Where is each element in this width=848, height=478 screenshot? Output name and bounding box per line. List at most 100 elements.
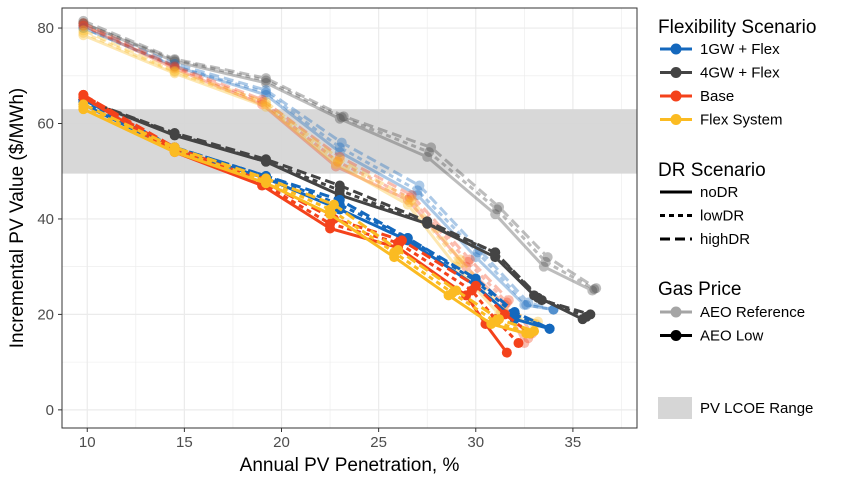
plot-border bbox=[61, 7, 638, 429]
data-point bbox=[424, 147, 435, 158]
y-tick-label: 40 bbox=[37, 211, 54, 228]
data-point bbox=[529, 326, 540, 337]
legend-key-point bbox=[670, 90, 682, 102]
data-point bbox=[169, 63, 180, 74]
data-point bbox=[169, 54, 180, 65]
data-point bbox=[328, 199, 339, 210]
data-point bbox=[334, 113, 345, 124]
legend-label: Base bbox=[700, 88, 734, 105]
legend-key bbox=[660, 330, 692, 341]
data-point bbox=[404, 192, 415, 203]
data-point bbox=[332, 156, 343, 167]
data-point bbox=[78, 23, 89, 34]
series-line bbox=[82, 24, 554, 312]
data-point bbox=[78, 89, 89, 100]
series-line bbox=[82, 98, 551, 331]
y-tick-label: 0 bbox=[46, 402, 54, 419]
data-point bbox=[78, 30, 89, 41]
data-point bbox=[169, 128, 180, 139]
data-point bbox=[260, 154, 271, 165]
series-line bbox=[82, 21, 534, 335]
series-4gw-flex-highdr-aeo-reference bbox=[78, 15, 602, 294]
data-point bbox=[542, 252, 553, 263]
data-point bbox=[426, 142, 437, 153]
legend-label: AEO Low bbox=[700, 328, 764, 345]
data-point bbox=[462, 256, 473, 267]
data-point bbox=[412, 185, 423, 196]
data-point bbox=[451, 285, 462, 296]
y-axis-label: Incremental PV Value ($/MWh) bbox=[7, 88, 28, 348]
data-point bbox=[404, 197, 415, 208]
legend-label: 4GW + Flex bbox=[700, 65, 780, 82]
data-point bbox=[470, 280, 481, 291]
data-point bbox=[334, 142, 345, 153]
legend-label: lowDR bbox=[700, 208, 744, 225]
x-tick-label: 35 bbox=[565, 434, 582, 451]
data-point bbox=[334, 180, 345, 191]
data-point bbox=[470, 252, 481, 263]
data-point bbox=[544, 323, 555, 334]
data-point bbox=[402, 194, 413, 205]
data-point bbox=[330, 159, 341, 170]
legend-key-point bbox=[670, 114, 682, 125]
data-point bbox=[422, 216, 433, 227]
data-point bbox=[334, 154, 345, 165]
data-point bbox=[78, 23, 89, 34]
legend-label: AEO Reference bbox=[700, 304, 805, 321]
plot-background bbox=[62, 8, 637, 428]
data-point bbox=[513, 338, 524, 349]
series-4gw-flex-lowdr-aeo-reference bbox=[78, 18, 600, 295]
data-point bbox=[589, 284, 600, 295]
series-line bbox=[82, 98, 588, 319]
data-point bbox=[169, 58, 180, 69]
data-point bbox=[461, 261, 472, 272]
data-point bbox=[78, 27, 89, 38]
data-point bbox=[585, 309, 596, 320]
data-point bbox=[169, 55, 180, 66]
series-line bbox=[82, 26, 554, 312]
series-base-highdr-aeo-low bbox=[78, 89, 536, 339]
data-point bbox=[78, 25, 89, 36]
data-point bbox=[78, 15, 89, 26]
series-line bbox=[82, 98, 584, 321]
legend-key-point bbox=[670, 330, 682, 341]
data-point bbox=[332, 156, 343, 167]
data-point bbox=[336, 137, 347, 148]
data-point bbox=[536, 295, 547, 306]
data-point bbox=[260, 77, 271, 88]
data-point bbox=[501, 347, 512, 358]
data-point bbox=[260, 75, 271, 86]
data-point bbox=[587, 285, 598, 296]
legend-label: noDR bbox=[700, 184, 739, 201]
legend-key-point bbox=[670, 67, 682, 78]
data-point bbox=[538, 261, 549, 272]
y-tick-label: 80 bbox=[37, 20, 54, 37]
x-tick-label: 25 bbox=[370, 434, 387, 451]
x-tick-label: 10 bbox=[79, 434, 96, 451]
data-point bbox=[257, 97, 268, 108]
data-point bbox=[78, 20, 89, 31]
data-point bbox=[78, 18, 89, 29]
data-point bbox=[330, 161, 341, 172]
series-line bbox=[82, 98, 591, 316]
data-point bbox=[414, 180, 425, 191]
data-point bbox=[169, 62, 180, 73]
data-point bbox=[519, 299, 530, 310]
y-tick-label: 20 bbox=[37, 306, 54, 323]
series-line bbox=[82, 19, 598, 290]
data-point bbox=[169, 142, 180, 153]
data-point bbox=[503, 295, 514, 306]
legend-label: highDR bbox=[700, 231, 750, 248]
series-line bbox=[82, 105, 531, 335]
data-point bbox=[78, 18, 89, 29]
data-point bbox=[260, 85, 271, 96]
data-point bbox=[336, 112, 347, 123]
series-line bbox=[82, 107, 527, 335]
data-point bbox=[393, 244, 404, 255]
data-point bbox=[334, 147, 345, 158]
x-tick-label: 20 bbox=[273, 434, 290, 451]
legend-label: 1GW + Flex bbox=[700, 41, 780, 58]
data-point bbox=[78, 18, 89, 29]
data-point bbox=[257, 99, 268, 110]
data-point bbox=[260, 101, 271, 112]
